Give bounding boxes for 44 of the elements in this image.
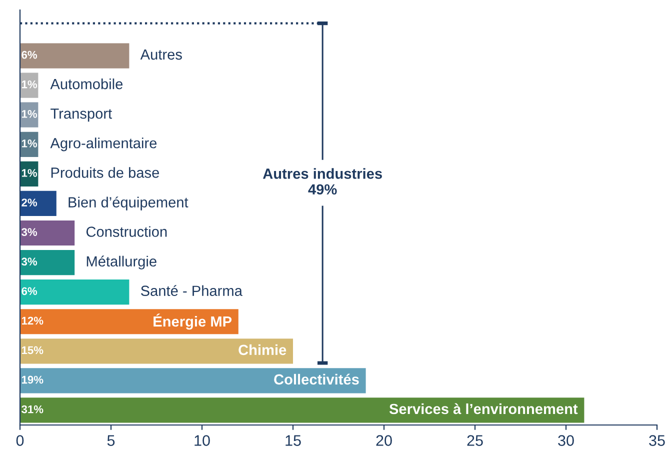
x-tick-label: 0 [16,435,24,446]
bar [20,309,238,334]
x-tick-label: 20 [376,435,392,446]
data-label: 12% [22,316,44,325]
y-tick-label: Collectivités [274,374,359,385]
annotation: Autres industries 49% [262,168,382,195]
x-tick-label: 15 [286,435,301,446]
y-tick-label: Transport [50,108,112,122]
y-tick-label: Agro-alimentaire [50,138,157,152]
x-tick-label: 30 [558,435,574,446]
bar [20,338,293,364]
x-tick-label: 10 [194,435,210,446]
data-label: 2% [22,198,38,206]
x-tick-label: 35 [649,435,665,446]
bar [20,250,75,276]
bar [20,368,366,394]
y-tick-label: Bien d’équipement [68,196,188,210]
bar [20,220,75,246]
data-label: 15% [22,346,44,354]
data-label: 31% [22,405,44,414]
data-label: 1% [22,110,38,118]
y-tick-label: Métallurgie [86,256,156,270]
data-label: 1% [22,140,38,148]
y-tick-label: Autres [140,50,182,60]
x-tick-label: 25 [467,435,483,446]
y-tick-label: Services à l’environnement [389,403,578,414]
bar [20,190,56,216]
x-tick-label: 5 [107,435,115,446]
bar [20,280,130,305]
y-tick-label: Produits de base [51,167,160,178]
y-tick-label: Construction [86,226,167,237]
y-tick-label: Automobile [50,78,123,90]
y-tick-label: Énergie MP [154,314,232,330]
data-label: 3% [22,258,38,266]
data-label: 3% [22,228,38,236]
bar [20,398,584,423]
y-tick-label: Santé - Pharma [140,285,242,296]
data-label: 19% [22,376,44,384]
y-tick-label: Chimie [238,344,286,356]
data-label: 1% [22,169,38,177]
data-label: 6% [22,287,38,296]
data-label: 1% [22,80,38,88]
bar [20,43,130,68]
data-label: 6% [22,50,38,59]
